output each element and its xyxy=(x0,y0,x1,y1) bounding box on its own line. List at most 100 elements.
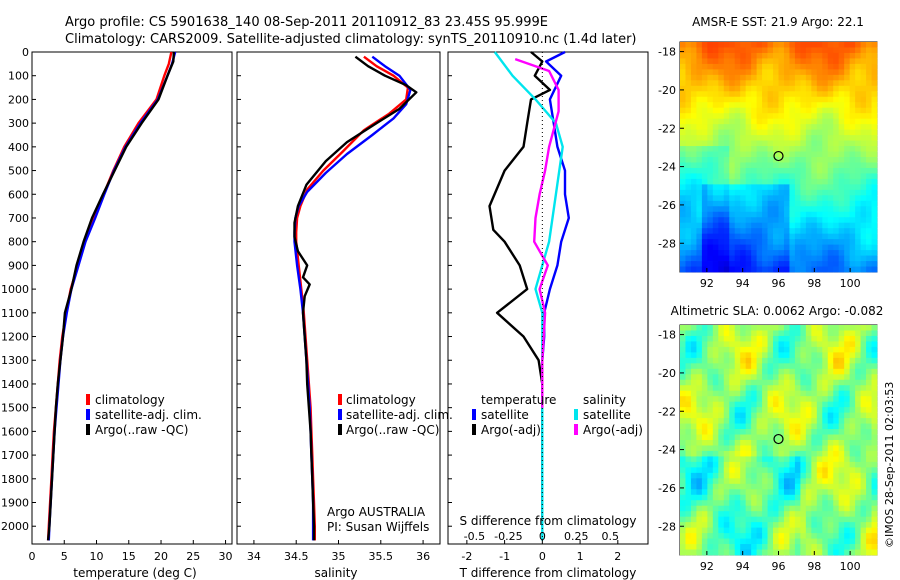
map-cell xyxy=(685,102,692,109)
map-cell xyxy=(696,233,703,240)
map-cell xyxy=(822,206,829,213)
map-cell xyxy=(833,445,840,452)
map-cell xyxy=(767,102,774,109)
map-cell xyxy=(756,211,763,218)
map-cell xyxy=(723,330,730,337)
map-cell xyxy=(822,157,829,163)
map-cell xyxy=(844,211,851,218)
map-cell xyxy=(827,228,834,235)
map-cell xyxy=(794,544,801,550)
y-tick-label: 1600 xyxy=(1,425,29,438)
map-cell xyxy=(740,429,747,435)
map-cell xyxy=(701,505,708,512)
map-cell xyxy=(767,85,774,92)
map-cell xyxy=(833,146,840,152)
map-cell xyxy=(707,363,714,370)
map-cell xyxy=(849,102,856,109)
map-cell xyxy=(800,195,807,202)
map-y-tick-label: -20 xyxy=(658,84,676,97)
map-cell xyxy=(729,522,736,529)
map-cell xyxy=(740,124,747,131)
map-cell xyxy=(701,533,708,539)
map-cell xyxy=(855,206,861,213)
map-cell xyxy=(800,522,807,529)
map-cell xyxy=(838,178,845,185)
map-cell xyxy=(827,325,834,331)
map-cell xyxy=(855,489,861,496)
map-cell xyxy=(740,178,747,185)
map-cell xyxy=(816,222,823,229)
map-cell xyxy=(767,335,774,342)
map-cell xyxy=(866,412,872,419)
map-cell xyxy=(729,85,736,92)
map-cell xyxy=(680,255,686,262)
map-cell xyxy=(740,379,747,386)
map-cell xyxy=(833,63,840,70)
map-cell xyxy=(849,173,856,180)
map-cell xyxy=(849,189,856,196)
map-cell xyxy=(866,516,872,523)
map-cell xyxy=(827,456,834,463)
map-cell xyxy=(680,151,686,158)
map-cell xyxy=(822,239,829,246)
map-cell xyxy=(860,363,867,370)
y-tick-label: 1500 xyxy=(1,402,29,415)
map-cell xyxy=(707,124,714,131)
map-cell xyxy=(729,58,736,65)
map-cell xyxy=(800,266,807,273)
map-cell xyxy=(773,472,779,479)
map-cell xyxy=(734,42,741,48)
map-cell xyxy=(871,167,878,174)
map-cell xyxy=(849,124,856,131)
map-cell xyxy=(811,450,818,457)
map-cell xyxy=(680,261,686,267)
map-cell xyxy=(762,412,768,419)
map-cell xyxy=(690,250,697,256)
map-cell xyxy=(822,440,829,446)
map-cell xyxy=(762,352,768,359)
map-cell xyxy=(800,206,807,213)
map-cell xyxy=(685,42,692,48)
legend-label-argo: Argo(..raw -QC) xyxy=(346,423,439,437)
map-cell xyxy=(866,434,872,441)
map-cell xyxy=(762,429,768,435)
map-cell xyxy=(778,211,785,218)
map-cell xyxy=(696,250,703,256)
map-cell xyxy=(800,107,807,114)
map-cell xyxy=(822,63,829,70)
map-cell xyxy=(871,244,878,251)
map-cell xyxy=(844,222,851,229)
map-cell xyxy=(729,472,736,479)
map-cell xyxy=(773,538,779,545)
map-cell xyxy=(838,266,845,273)
map-cell xyxy=(778,396,785,403)
map-cell xyxy=(849,151,856,158)
map-cell xyxy=(827,107,834,114)
map-cell xyxy=(811,505,818,512)
map-cell xyxy=(822,352,829,359)
map-cell xyxy=(696,429,703,435)
map-cell xyxy=(794,330,801,337)
map-cell xyxy=(762,472,768,479)
map-cell xyxy=(866,206,872,213)
map-cell xyxy=(718,52,725,59)
map-cell xyxy=(844,363,851,370)
map-cell xyxy=(816,418,823,424)
map-cell xyxy=(855,135,861,141)
map-cell xyxy=(701,113,708,120)
map-cell xyxy=(767,211,774,218)
series-line xyxy=(293,55,418,541)
map-cell xyxy=(800,58,807,65)
map-cell xyxy=(833,91,840,98)
map-cell xyxy=(696,113,703,120)
map-cell xyxy=(860,85,867,92)
map-cell xyxy=(690,489,697,496)
map-cell xyxy=(816,467,823,474)
map-cell xyxy=(740,255,747,262)
map-cell xyxy=(756,129,763,136)
map-cell xyxy=(849,330,856,337)
map-cell xyxy=(827,52,834,59)
map-cell xyxy=(855,407,861,414)
map-cell xyxy=(822,118,829,125)
map-cell xyxy=(680,162,686,169)
